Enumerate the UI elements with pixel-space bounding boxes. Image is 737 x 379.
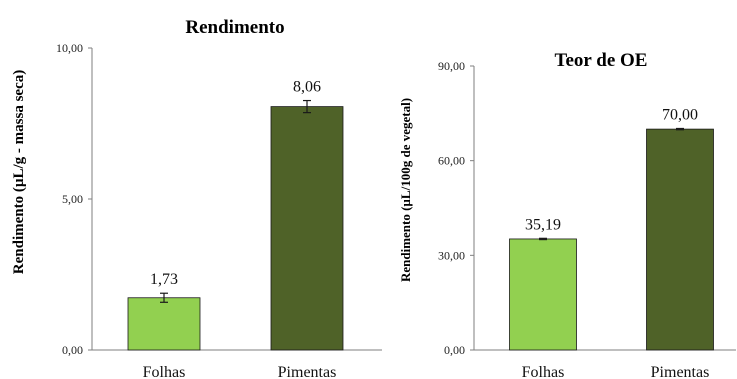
y-axis-label: Rendimento (µL/100g de vegetal): [398, 98, 413, 282]
y-tick-label: 30,00: [438, 248, 465, 262]
y-tick-label: 10,00: [56, 41, 83, 55]
data-label: 8,06: [293, 79, 321, 96]
bar: [270, 106, 344, 351]
data-label: 70,00: [662, 106, 698, 123]
x-tick-label: Pimentas: [651, 364, 710, 379]
y-tick-label: 0,00: [444, 343, 465, 357]
y-tick-label: 0,00: [62, 343, 83, 357]
x-tick-label: Folhas: [143, 364, 186, 379]
chart-title: Teor de OE: [555, 50, 648, 71]
x-tick-label: Folhas: [522, 364, 565, 379]
data-label: 1,73: [150, 271, 178, 288]
chart-title: Rendimento: [185, 17, 284, 38]
bar: [646, 128, 714, 351]
y-tick-label: 5,00: [62, 192, 83, 206]
chart-rendimento: Rendimento Rendimento (µL/g - massa seca…: [11, 17, 382, 379]
data-label: 35,19: [525, 216, 561, 233]
y-tick-label: 90,00: [438, 59, 465, 73]
x-tick-label: Pimentas: [278, 364, 337, 379]
chart-teor-de-oe: Teor de OE Rendimento (µL/100g de vegeta…: [398, 50, 736, 379]
bar: [509, 238, 577, 351]
y-axis-label: Rendimento (µL/g - massa seca): [11, 70, 27, 274]
bar: [127, 297, 201, 351]
y-tick-label: 60,00: [438, 154, 465, 168]
